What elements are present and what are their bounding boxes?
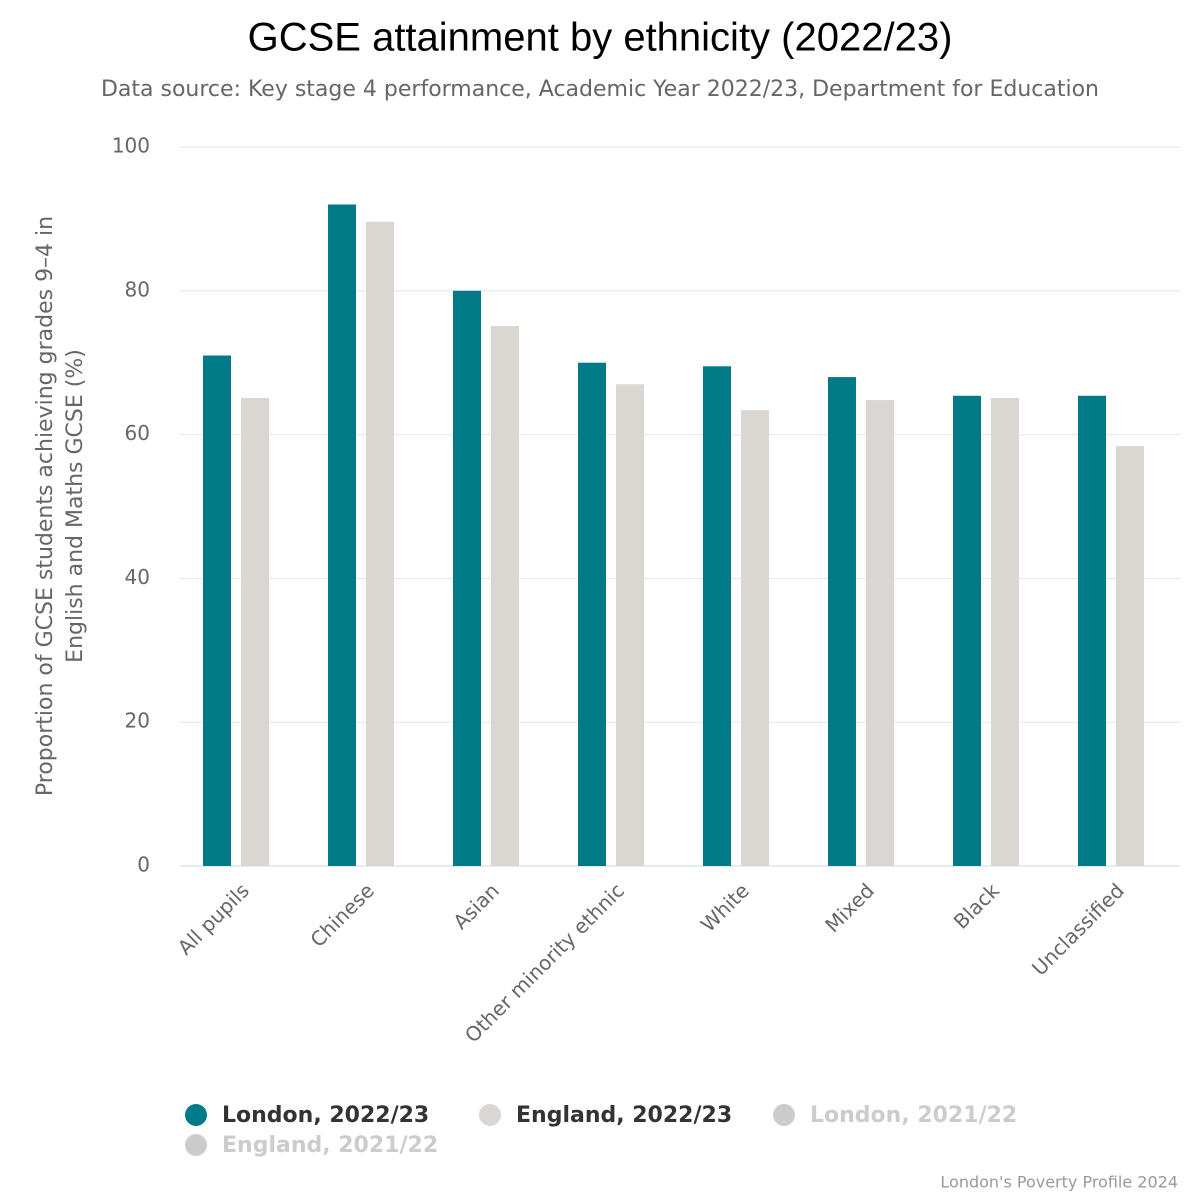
bar	[953, 395, 981, 866]
credit: London's Poverty Profile 2024	[940, 1173, 1178, 1192]
y-tick-label: 100	[112, 134, 150, 158]
legend-label: London, 2021/22	[810, 1103, 1017, 1128]
x-tick-label: Mixed	[820, 878, 879, 937]
bar	[616, 384, 644, 866]
bar	[991, 397, 1019, 866]
legend-marker	[185, 1104, 207, 1126]
bar	[328, 204, 356, 866]
legend-label: London, 2022/23	[222, 1103, 429, 1128]
legend-marker	[185, 1134, 207, 1156]
legend-label: England, 2022/23	[516, 1103, 732, 1128]
y-tick-label: 20	[125, 709, 150, 733]
x-tick-label: White	[696, 878, 754, 936]
x-tick-label: Unclassified	[1027, 878, 1129, 980]
bar	[703, 366, 731, 866]
x-tick-label: Chinese	[305, 878, 378, 951]
bar	[366, 221, 394, 866]
bar	[578, 362, 606, 866]
legend-label: England, 2021/22	[222, 1133, 438, 1158]
bar	[828, 377, 856, 866]
y-tick-label: 60	[125, 421, 150, 445]
bar	[203, 355, 231, 866]
bar	[1078, 395, 1106, 866]
y-tick-label: 40	[125, 565, 150, 589]
y-tick-label: 0	[137, 853, 150, 877]
y-axis-label-line: Proportion of GCSE students achieving gr…	[33, 216, 58, 796]
bar	[241, 397, 269, 866]
y-axis-label-line: English and Maths GCSE (%)	[63, 349, 88, 663]
y-tick-label: 80	[125, 277, 150, 301]
legend-marker	[773, 1104, 795, 1126]
x-tick-label: Asian	[448, 878, 504, 934]
chart-title: GCSE attainment by ethnicity (2022/23)	[248, 16, 953, 60]
bar	[453, 290, 481, 866]
bar	[1116, 446, 1144, 866]
bar	[491, 326, 519, 866]
bar	[741, 410, 769, 866]
chart-subtitle: Data source: Key stage 4 performance, Ac…	[101, 77, 1099, 102]
x-tick-label: All pupils	[173, 878, 254, 959]
x-tick-label: Black	[949, 878, 1005, 934]
y-axis-label: Proportion of GCSE students achieving gr…	[33, 216, 88, 796]
legend-marker	[479, 1104, 501, 1126]
bar	[866, 400, 894, 866]
